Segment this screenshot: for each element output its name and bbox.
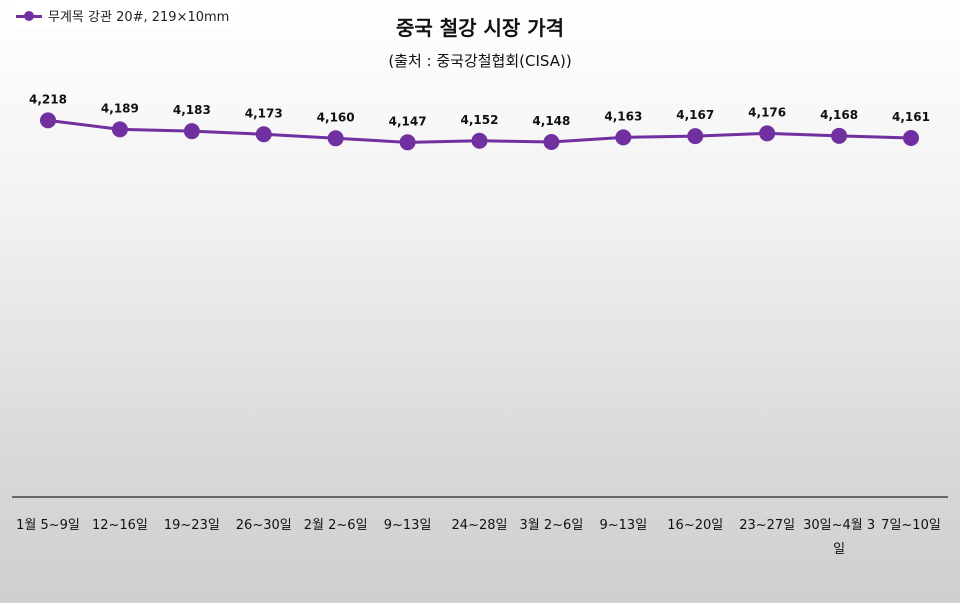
data-label: 4,147 — [389, 114, 427, 128]
data-label: 4,148 — [532, 114, 570, 128]
data-label: 4,176 — [748, 105, 786, 119]
data-point — [471, 132, 488, 149]
data-point — [759, 125, 776, 142]
data-point — [399, 134, 416, 151]
data-point — [687, 128, 704, 145]
data-label: 4,167 — [676, 108, 714, 122]
data-label: 4,218 — [29, 92, 67, 106]
legend: 무계목 강관 20#, 219×10mm — [14, 4, 238, 27]
legend-line-marker-icon — [16, 10, 42, 22]
chart-subtitle: (출처 : 중국강철협회(CISA)) — [388, 52, 572, 70]
data-point — [615, 129, 632, 146]
data-point — [327, 130, 344, 147]
data-point — [111, 121, 128, 138]
data-point — [255, 126, 272, 143]
data-point — [831, 127, 848, 144]
data-label: 4,183 — [173, 103, 211, 117]
data-point — [183, 123, 200, 140]
data-point — [903, 129, 919, 146]
data-label: 4,189 — [101, 101, 139, 115]
data-label: 4,173 — [245, 106, 283, 120]
data-label: 4,160 — [317, 110, 355, 124]
data-label: 4,161 — [892, 110, 930, 124]
data-label: 4,168 — [820, 108, 858, 122]
data-label: 4,152 — [461, 113, 499, 127]
data-point — [543, 134, 560, 151]
legend-series-label: 무계목 강관 20#, 219×10mm — [48, 10, 230, 25]
data-point — [40, 112, 56, 129]
chart-title: 중국 철강 시장 가격 — [395, 16, 565, 40]
data-label: 4,163 — [604, 109, 642, 123]
